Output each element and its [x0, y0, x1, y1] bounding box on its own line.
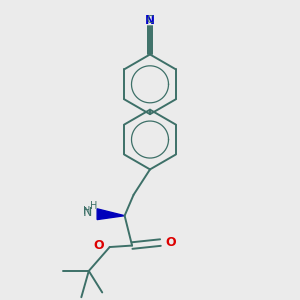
Text: H: H [90, 201, 97, 211]
Text: N: N [83, 206, 92, 219]
Text: N: N [145, 14, 155, 27]
Text: H: H [83, 206, 90, 216]
Text: O: O [166, 236, 176, 249]
Text: C: C [147, 15, 153, 25]
Text: O: O [94, 239, 104, 252]
Polygon shape [97, 209, 124, 220]
